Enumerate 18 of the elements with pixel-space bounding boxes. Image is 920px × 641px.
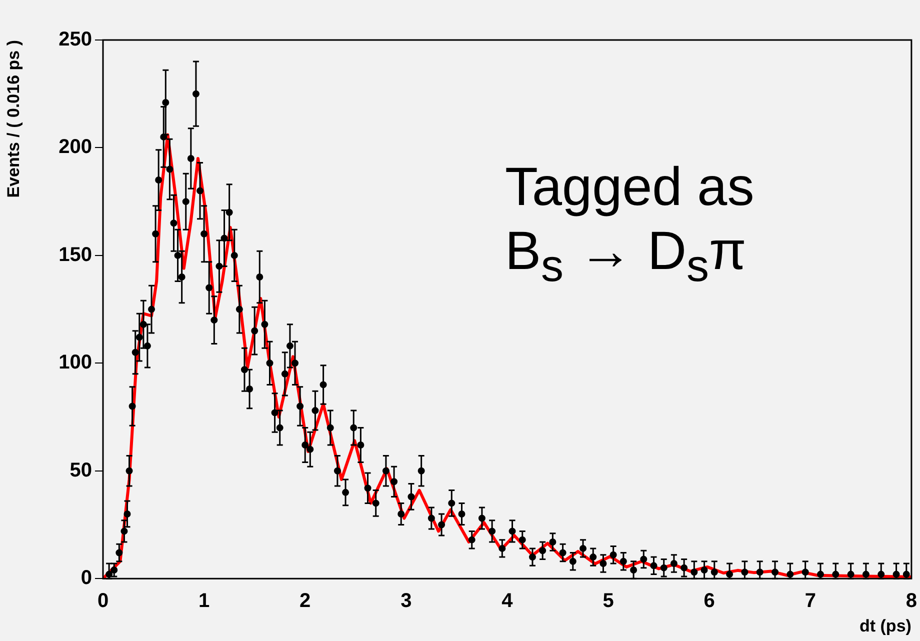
annotation: Tagged as B$_{s}$ → D$_{s}$π	[505, 156, 754, 293]
y-tick-label: 200	[58, 136, 92, 158]
x-tick-label: 7	[804, 590, 816, 612]
y-tick-label: 0	[80, 567, 92, 590]
x-tick-label: 5	[602, 590, 614, 612]
y-tick-label: 150	[58, 244, 92, 266]
y-axis-title: Events / ( 0.016 ps )	[4, 40, 23, 198]
x-axis-title: dt (ps)	[860, 616, 912, 636]
y-tick-label: 50	[70, 459, 92, 482]
x-tick-label: 2	[300, 590, 311, 612]
x-tick-label: 0	[97, 590, 109, 612]
y-tick-label: 100	[58, 352, 92, 374]
x-tick-label: 8	[906, 590, 917, 612]
x-tick-label: 1	[198, 590, 210, 612]
x-tick-label: 3	[400, 590, 412, 612]
y-tick-label: 250	[58, 28, 92, 51]
x-tick-label: 6	[704, 590, 715, 612]
x-tick-label: 4	[502, 590, 514, 612]
